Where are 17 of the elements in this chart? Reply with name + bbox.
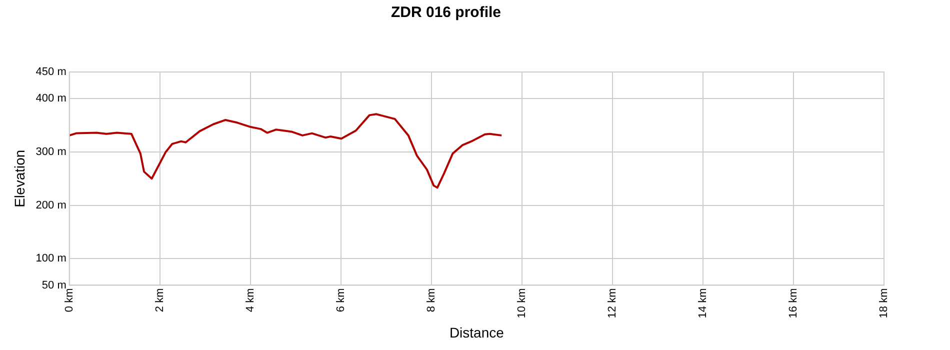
x-tick-label: 16 km: [788, 288, 800, 318]
y-tick-label: 200 m: [36, 199, 66, 212]
chart-title: ZDR 016 profile: [390, 4, 502, 22]
y-tick-label: 100 m: [36, 252, 66, 265]
x-axis-title: Distance: [449, 324, 504, 340]
x-tick-label: 18 km: [878, 288, 890, 318]
y-axis-title: Elevation: [11, 150, 28, 208]
x-tick-label: 2 km: [154, 288, 166, 312]
x-tick-label: 12 km: [606, 288, 618, 318]
y-tick-label: 450 m: [36, 66, 66, 78]
x-tick-label: 14 km: [697, 288, 710, 318]
x-tick-label: 10 km: [516, 288, 528, 318]
x-tick-label: 6 km: [334, 288, 347, 312]
x-tick-label: 8 km: [425, 288, 438, 312]
y-tick-label: 400 m: [36, 92, 66, 105]
x-tick-label: 4 km: [244, 288, 256, 312]
y-tick-label: 300 m: [36, 146, 66, 158]
